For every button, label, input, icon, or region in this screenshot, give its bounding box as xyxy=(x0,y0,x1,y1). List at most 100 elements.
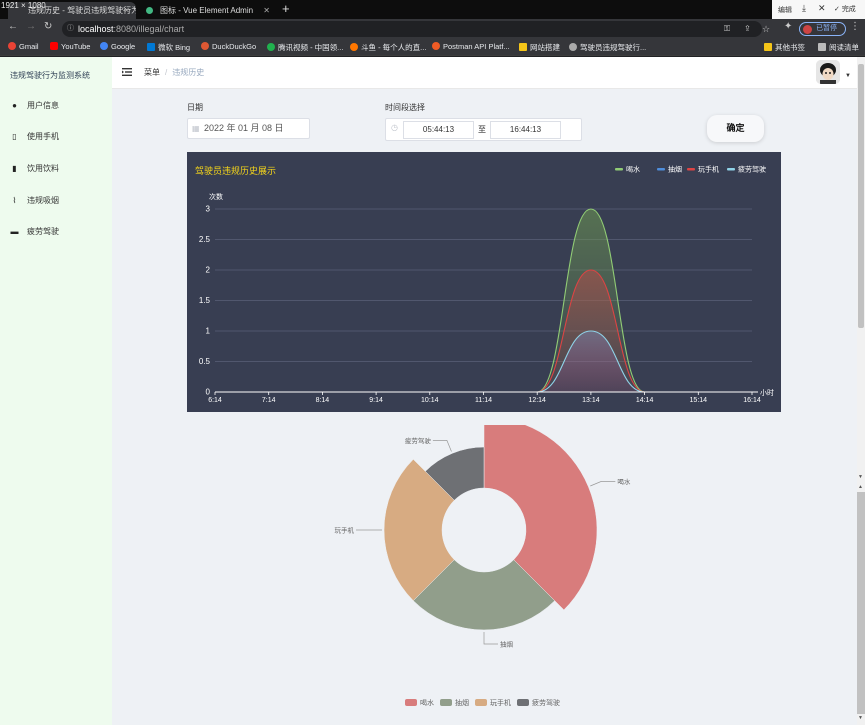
x-tick-label: 7:14 xyxy=(262,397,276,404)
legend-item[interactable]: 疲劳驾驶 xyxy=(517,698,560,708)
pie-slice[interactable] xyxy=(383,458,455,602)
bookmark-label: 微软 Bing xyxy=(158,43,191,52)
forward-icon[interactable]: → xyxy=(26,21,36,32)
sidebar-item-label: 用户信息 xyxy=(27,101,59,110)
bookmark-douyu[interactable]: 斗鱼 - 每个人的直... xyxy=(350,42,426,53)
bookmark-youtube[interactable]: YouTube xyxy=(50,42,90,51)
pie-legend: 喝水 抽烟 玩手机 疲劳驾驶 xyxy=(405,698,566,708)
legend-swatch[interactable] xyxy=(657,168,665,171)
edit-button[interactable]: 编辑 xyxy=(778,7,792,14)
sidebar-item-label: 使用手机 xyxy=(27,132,59,141)
pie-slice[interactable] xyxy=(483,425,598,611)
bookmark-google[interactable]: Google xyxy=(100,42,135,51)
x-tick-label: 13:14 xyxy=(582,397,600,404)
bookmark-bing[interactable]: 微软 Bing xyxy=(147,42,190,53)
sidebar-item-fatigue[interactable]: ▬ 疲劳驾驶 xyxy=(10,225,60,239)
confirm-button[interactable]: 确定 xyxy=(707,115,764,142)
bookmark-tencent-video[interactable]: 腾讯视频 - 中国领... xyxy=(267,42,343,53)
reload-icon[interactable]: ↻ xyxy=(44,21,53,32)
legend-label[interactable]: 喝水 xyxy=(626,165,640,174)
pie-slice[interactable] xyxy=(424,446,485,501)
sidebar-item-label: 疲劳驾驶 xyxy=(27,227,59,236)
bookmark-site-build[interactable]: 网站搭建 xyxy=(519,42,560,53)
legend-label[interactable]: 抽烟 xyxy=(668,165,682,174)
scroll-up-icon[interactable]: ▲ xyxy=(858,484,863,490)
pie-slice[interactable] xyxy=(412,559,556,631)
star-icon[interactable]: ☆ xyxy=(762,24,771,34)
share-icon[interactable]: ⇪ xyxy=(744,24,751,33)
x-tick-label: 16:14 xyxy=(743,397,761,404)
bookmark-duckduckgo[interactable]: DuckDuckGo xyxy=(201,42,256,51)
bookmark-label: Postman API Platf... xyxy=(443,42,510,51)
close-icon[interactable]: ✕ xyxy=(123,6,130,15)
avatar[interactable] xyxy=(816,60,840,84)
info-icon[interactable]: ⓘ xyxy=(67,25,74,32)
breadcrumb-separator: / xyxy=(165,68,168,77)
legend-label[interactable]: 玩手机 xyxy=(698,165,719,174)
location-icon xyxy=(569,43,577,51)
new-tab-button[interactable]: + xyxy=(282,1,290,16)
series-area xyxy=(215,331,752,392)
bookmark-postman[interactable]: Postman API Platf... xyxy=(432,42,510,51)
smoking-icon: ⌇ xyxy=(12,196,17,205)
tab-vue-element-admin[interactable]: 图标 - Vue Element Admin ✕ xyxy=(140,2,276,19)
y-tick-label: 2.5 xyxy=(199,235,211,244)
time-range-separator: 至 xyxy=(478,125,486,134)
scrollbar-thumb[interactable] xyxy=(858,64,864,328)
scrollbar[interactable] xyxy=(857,57,865,725)
paused-label: 已暂停 xyxy=(816,25,837,32)
time-end-input[interactable]: 16:44:13 xyxy=(490,121,561,139)
legend-swatch[interactable] xyxy=(615,168,623,171)
done-button[interactable]: ✓ 完成 xyxy=(834,6,856,13)
bookmark-gmail[interactable]: Gmail xyxy=(8,42,39,51)
download-icon[interactable]: ⤓ xyxy=(802,3,806,13)
bookmark-label: 其他书签 xyxy=(775,43,805,52)
x-tick-label: 6:14 xyxy=(208,397,222,404)
bookmark-label: Google xyxy=(111,42,136,51)
url-host: localhost xyxy=(78,24,114,34)
breadcrumb: 菜单 / 违规历史 xyxy=(144,67,204,78)
bookmark-label: Gmail xyxy=(19,42,39,51)
legend-label[interactable]: 疲劳驾驶 xyxy=(738,165,766,174)
bookmark-label: 网站搭建 xyxy=(530,43,560,52)
close-icon[interactable]: ✕ xyxy=(818,3,826,13)
legend-swatch[interactable] xyxy=(727,168,735,171)
chevron-down-icon[interactable]: ▼ xyxy=(845,73,851,79)
breadcrumb-menu[interactable]: 菜单 xyxy=(144,68,160,77)
tab-illegal-history[interactable]: 违规历史 - 驾驶员违规驾驶行为监 ✕ xyxy=(8,2,136,19)
close-icon[interactable]: ✕ xyxy=(263,6,270,15)
menu-kebab-icon[interactable]: ⋮ xyxy=(850,21,860,32)
legend-item[interactable]: 玩手机 xyxy=(475,698,511,708)
youtube-icon xyxy=(50,42,58,50)
address-bar[interactable]: ⓘ localhost:8080/illegal/chart ⚿ ⇪ ☆ xyxy=(62,21,770,37)
bookmark-other[interactable]: 其他书签 xyxy=(764,42,805,53)
breadcrumb-current: 违规历史 xyxy=(172,68,205,77)
bookmark-driver[interactable]: 驾驶员违规驾驶行... xyxy=(569,42,646,53)
bookmark-label: YouTube xyxy=(61,42,91,51)
sidebar-item-label: 饮用饮料 xyxy=(27,164,59,173)
hamburger-icon[interactable] xyxy=(122,67,132,77)
scroll-down-icon[interactable]: ▼ xyxy=(858,715,863,721)
download-panel: 编辑 ⤓ ✕ ✓ 完成 xyxy=(772,0,865,19)
time-start-input[interactable]: 05:44:13 xyxy=(403,121,474,139)
resolution-label: 1921 × 1080 xyxy=(1,1,46,10)
sidebar-item-user-info[interactable]: ● 用户信息 xyxy=(10,99,59,113)
sidebar-item-smoking[interactable]: ⌇ 违规吸烟 xyxy=(10,194,59,208)
legend-item[interactable]: 喝水 xyxy=(405,698,434,708)
legend-item[interactable]: 抽烟 xyxy=(440,698,469,708)
y-tick-label: 1.5 xyxy=(199,296,211,305)
legend-swatch[interactable] xyxy=(687,168,695,171)
back-icon[interactable]: ← xyxy=(8,21,18,32)
extensions-icon[interactable]: ✦ xyxy=(784,21,793,32)
sidebar-item-drink[interactable]: ▮ 饮用饮料 xyxy=(10,162,59,176)
scrollbar-thumb-inner[interactable] xyxy=(857,492,865,714)
sidebar-item-phone[interactable]: ▯ 使用手机 xyxy=(10,130,59,144)
profile-paused-button[interactable]: 已暂停 xyxy=(799,22,846,36)
date-picker[interactable]: ▦ 2022 年 01 月 08 日 xyxy=(187,118,310,139)
y-tick-label: 1 xyxy=(206,327,211,336)
legend-label: 抽烟 xyxy=(455,700,469,707)
y-tick-label: 3 xyxy=(206,205,211,214)
scroll-down-icon[interactable]: ▼ xyxy=(858,474,863,480)
bookmark-reading-list[interactable]: 阅读清单 xyxy=(818,42,859,53)
key-icon[interactable]: ⚿ xyxy=(724,24,731,33)
